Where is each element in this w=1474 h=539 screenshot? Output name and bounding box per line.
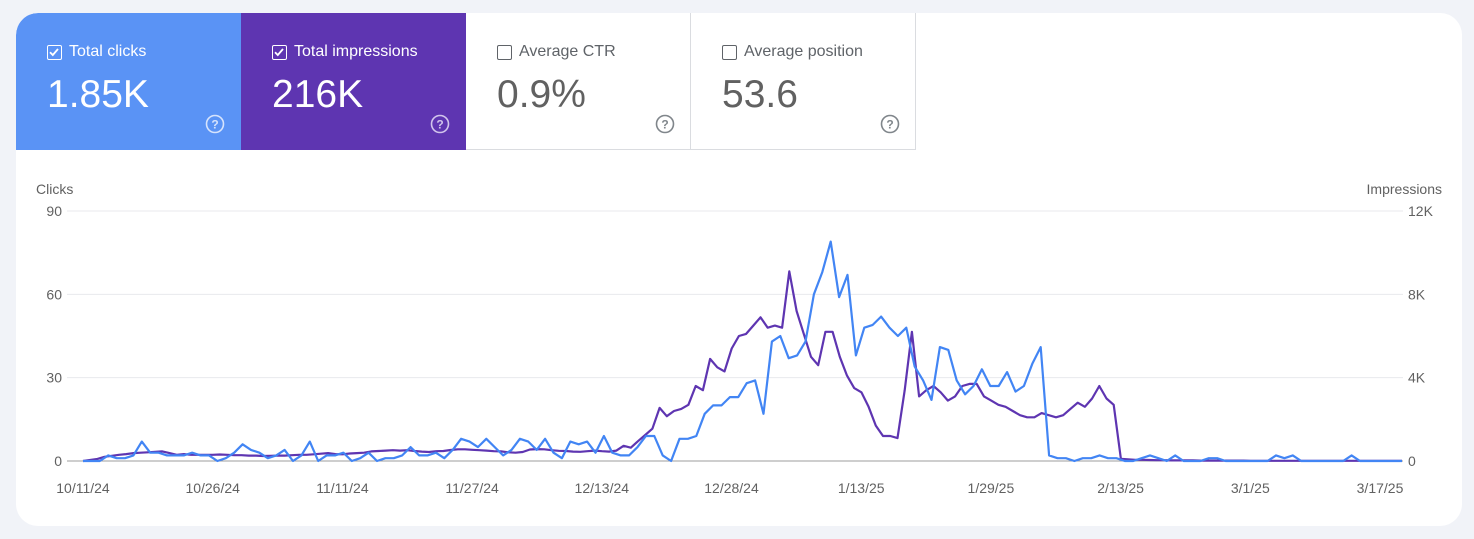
right-tick-label: 4K (1408, 370, 1426, 386)
left-tick-label: 60 (46, 286, 62, 302)
x-tick-label: 12/28/24 (704, 480, 759, 496)
help-icon[interactable]: ? (880, 114, 900, 134)
total-impressions-checkbox[interactable] (272, 45, 287, 60)
average-ctr-label: Average CTR (519, 43, 616, 60)
total-clicks-tile[interactable]: Total clicks 1.85K ? (16, 13, 241, 150)
x-tick-label: 10/26/24 (185, 480, 240, 496)
performance-card: Total clicks 1.85K ? Total impressions 2… (16, 13, 1462, 526)
x-tick-label: 1/13/25 (838, 480, 885, 496)
average-ctr-checkbox[interactable] (497, 45, 512, 60)
svg-text:?: ? (211, 118, 218, 132)
x-tick-label: 11/27/24 (445, 480, 499, 496)
impressions-series-line (82, 270, 1402, 463)
total-impressions-label: Total impressions (294, 43, 418, 60)
left-axis-title: Clicks (36, 181, 73, 197)
help-icon[interactable]: ? (430, 114, 450, 134)
left-tick-label: 90 (46, 203, 62, 219)
help-icon[interactable]: ? (655, 114, 675, 134)
right-tick-label: 0 (1408, 453, 1416, 469)
average-ctr-tile[interactable]: Average CTR 0.9% ? (466, 13, 691, 150)
average-position-label: Average position (744, 43, 863, 60)
x-tick-label: 3/1/25 (1231, 480, 1270, 496)
svg-text:?: ? (886, 118, 893, 132)
average-position-value: 53.6 (722, 73, 798, 116)
average-position-tile[interactable]: Average position 53.6 ? (691, 13, 916, 150)
average-ctr-value: 0.9% (497, 73, 586, 116)
right-tick-label: 12K (1408, 203, 1434, 219)
svg-text:?: ? (436, 118, 443, 132)
svg-text:?: ? (661, 118, 668, 132)
performance-chart: 0 0 30 4K 60 8K 90 12K Clicks Impressions 10/11/24… (36, 181, 1442, 496)
right-axis-title: Impressions (1367, 181, 1442, 197)
total-impressions-tile[interactable]: Total impressions 216K ? (241, 13, 466, 150)
left-tick-label: 0 (54, 453, 62, 469)
x-tick-label: 3/17/25 (1357, 480, 1404, 496)
help-icon[interactable]: ? (205, 114, 225, 134)
total-clicks-label: Total clicks (69, 43, 147, 60)
x-tick-label: 1/29/25 (968, 480, 1015, 496)
x-tick-label: 2/13/25 (1097, 480, 1144, 496)
left-tick-label: 30 (46, 370, 62, 386)
x-tick-label: 10/11/24 (56, 480, 110, 496)
clicks-series-line (83, 240, 1402, 463)
right-tick-label: 8K (1408, 286, 1426, 302)
total-clicks-value: 1.85K (47, 73, 149, 116)
total-clicks-checkbox[interactable] (47, 45, 62, 60)
average-position-checkbox[interactable] (722, 45, 737, 60)
x-tick-label: 12/13/24 (575, 480, 630, 496)
total-impressions-value: 216K (272, 73, 364, 116)
x-tick-label: 11/11/24 (316, 480, 369, 496)
